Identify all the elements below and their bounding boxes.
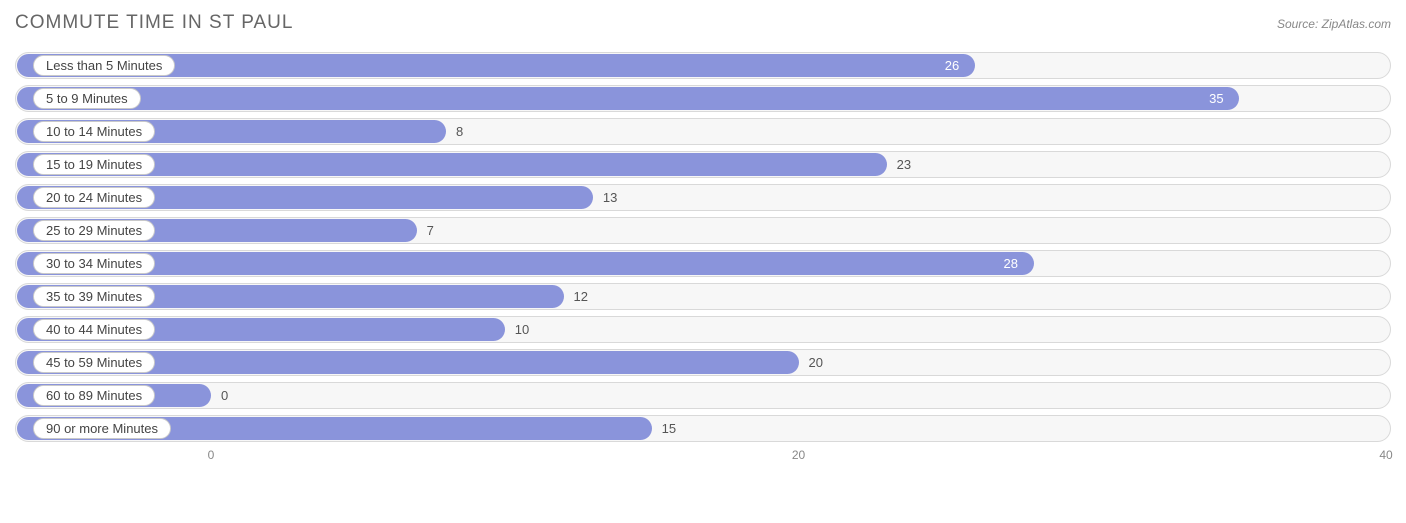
chart-title: COMMUTE TIME IN ST PAUL xyxy=(15,12,293,34)
bar-row: 20 to 24 Minutes 13 xyxy=(15,184,1391,211)
bar-label: 40 to 44 Minutes xyxy=(33,319,155,340)
bar-value: 20 xyxy=(809,349,823,376)
bar-row: 40 to 44 Minutes 10 xyxy=(15,316,1391,343)
bar-label: 30 to 34 Minutes xyxy=(33,253,155,274)
bar-label: Less than 5 Minutes xyxy=(33,55,175,76)
bar-row: 60 to 89 Minutes 0 xyxy=(15,382,1391,409)
bar-value: 15 xyxy=(662,415,676,442)
bar-label: 10 to 14 Minutes xyxy=(33,121,155,142)
bar-label: 35 to 39 Minutes xyxy=(33,286,155,307)
bar-value: 12 xyxy=(574,283,588,310)
bar-value: 23 xyxy=(897,151,911,178)
axis-tick: 40 xyxy=(1379,448,1392,462)
bar-value: 7 xyxy=(427,217,434,244)
bar-row: 35 to 39 Minutes 12 xyxy=(15,283,1391,310)
bar-row: 90 or more Minutes 15 xyxy=(15,415,1391,442)
x-axis: 0 20 40 xyxy=(15,448,1391,468)
axis-tick: 0 xyxy=(208,448,215,462)
bar-fill xyxy=(17,252,1034,275)
bar-value: 10 xyxy=(515,316,529,343)
bar-value: 28 xyxy=(1004,250,1018,277)
bars-area: Less than 5 Minutes 26 5 to 9 Minutes 35 10 … xyxy=(15,52,1391,442)
bar-row: 10 to 14 Minutes 8 xyxy=(15,118,1391,145)
chart-container: COMMUTE TIME IN ST PAUL Source: ZipAtlas… xyxy=(0,0,1406,508)
bar-label: 45 to 59 Minutes xyxy=(33,352,155,373)
bar-label: 15 to 19 Minutes xyxy=(33,154,155,175)
chart-source: Source: ZipAtlas.com xyxy=(1277,17,1391,31)
bar-value: 0 xyxy=(221,382,228,409)
bar-label: 25 to 29 Minutes xyxy=(33,220,155,241)
bar-value: 35 xyxy=(1209,85,1223,112)
bar-row: 30 to 34 Minutes 28 xyxy=(15,250,1391,277)
bar-value: 26 xyxy=(945,52,959,79)
axis-tick: 20 xyxy=(792,448,805,462)
bar-row: 15 to 19 Minutes 23 xyxy=(15,151,1391,178)
bar-value: 8 xyxy=(456,118,463,145)
bar-label: 5 to 9 Minutes xyxy=(33,88,141,109)
bar-row: Less than 5 Minutes 26 xyxy=(15,52,1391,79)
bar-label: 20 to 24 Minutes xyxy=(33,187,155,208)
bar-label: 60 to 89 Minutes xyxy=(33,385,155,406)
bar-fill xyxy=(17,87,1239,110)
bar-row: 25 to 29 Minutes 7 xyxy=(15,217,1391,244)
bar-value: 13 xyxy=(603,184,617,211)
chart-header: COMMUTE TIME IN ST PAUL Source: ZipAtlas… xyxy=(15,12,1391,34)
bar-row: 5 to 9 Minutes 35 xyxy=(15,85,1391,112)
bar-label: 90 or more Minutes xyxy=(33,418,171,439)
bar-row: 45 to 59 Minutes 20 xyxy=(15,349,1391,376)
